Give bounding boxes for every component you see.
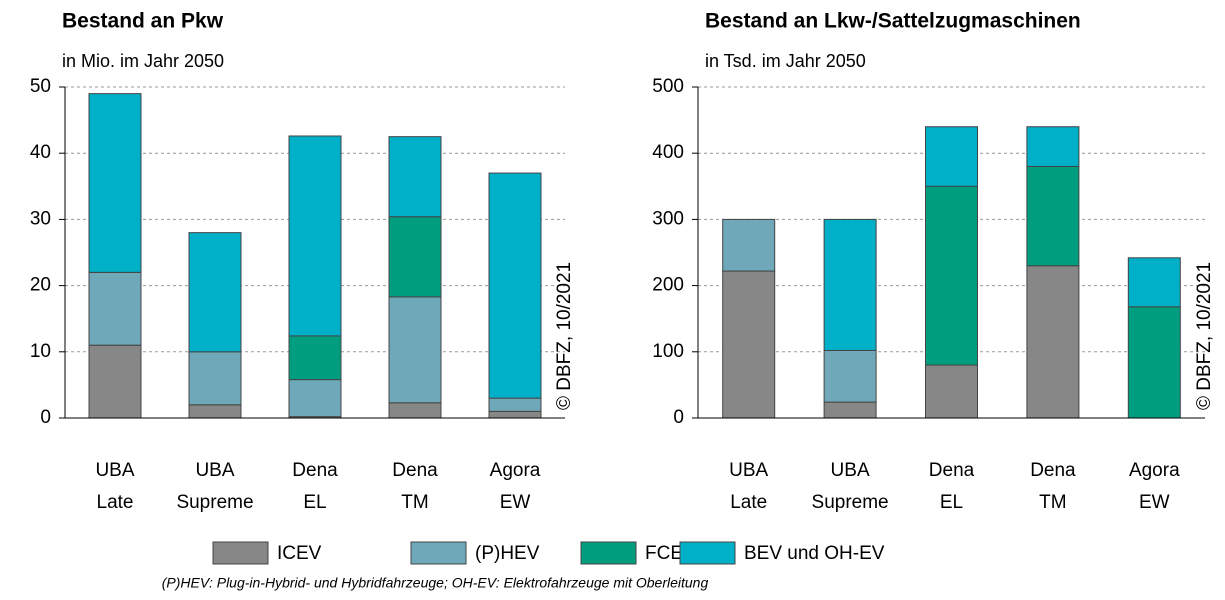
copyright: © DBFZ, 10/2021 bbox=[1194, 262, 1215, 410]
x-tick-label: UBA bbox=[195, 460, 234, 481]
bar-segment bbox=[488, 410, 542, 419]
bar-segment bbox=[388, 216, 442, 298]
x-tick-label: UBA bbox=[729, 460, 768, 481]
y-tick-label: 0 bbox=[673, 407, 684, 428]
x-tick-label: Late bbox=[97, 492, 134, 513]
bar-segment bbox=[1026, 265, 1080, 419]
bar-segment bbox=[288, 135, 342, 337]
y-tick-label: 30 bbox=[30, 208, 51, 229]
x-tick-label: Dena bbox=[292, 460, 338, 481]
copyright: © DBFZ, 10/2021 bbox=[554, 262, 575, 410]
x-tick-label: TM bbox=[1039, 492, 1066, 513]
bar-segment bbox=[925, 185, 978, 366]
x-tick-label: EL bbox=[303, 492, 326, 513]
bar-segment bbox=[722, 218, 776, 272]
legend-swatch bbox=[580, 541, 637, 565]
x-tick-label: UBA bbox=[95, 460, 134, 481]
y-tick-label: 300 bbox=[652, 208, 684, 229]
y-tick-label: 200 bbox=[652, 275, 684, 296]
bar-segment bbox=[1026, 126, 1080, 167]
bar-segment bbox=[823, 349, 877, 403]
y-tick-label: 10 bbox=[30, 341, 51, 362]
bar-segment bbox=[88, 271, 142, 346]
y-tick-label: 100 bbox=[652, 341, 684, 362]
y-tick-label: 40 bbox=[30, 142, 51, 163]
x-tick-label: Supreme bbox=[812, 492, 889, 513]
y-tick-label: 0 bbox=[40, 407, 51, 428]
y-tick-label: 20 bbox=[30, 275, 51, 296]
bar-segment bbox=[288, 379, 342, 418]
x-tick-label: UBA bbox=[831, 460, 870, 481]
x-tick-label: EW bbox=[500, 492, 531, 513]
bar-segment bbox=[1026, 165, 1080, 267]
legend-swatch bbox=[410, 541, 467, 565]
y-tick-label: 500 bbox=[652, 76, 684, 97]
legend-label: ICEV bbox=[277, 543, 322, 564]
chart-title: Bestand an Lkw-/Sattelzugmaschinen bbox=[705, 10, 1081, 33]
bar-segment bbox=[1127, 306, 1181, 419]
bar-segment bbox=[1127, 257, 1181, 308]
x-tick-label: Dena bbox=[1030, 460, 1076, 481]
x-tick-label: EL bbox=[940, 492, 963, 513]
bar-segment bbox=[925, 126, 978, 187]
x-tick-label: Late bbox=[730, 492, 767, 513]
chart-title: Bestand an Pkw bbox=[62, 10, 224, 33]
x-tick-label: Agora bbox=[490, 460, 541, 481]
bar-segment bbox=[88, 344, 142, 419]
x-tick-label: EW bbox=[1139, 492, 1170, 513]
bar-segment bbox=[88, 93, 142, 273]
bar-segment bbox=[388, 296, 442, 404]
bar-segment bbox=[188, 232, 242, 353]
legend-swatch bbox=[212, 541, 269, 565]
chart-subtitle: in Tsd. im Jahr 2050 bbox=[705, 51, 866, 71]
bar-segment bbox=[188, 351, 242, 406]
x-tick-label: TM bbox=[401, 492, 428, 513]
x-tick-label: Supreme bbox=[176, 492, 253, 513]
chart-subtitle: in Mio. im Jahr 2050 bbox=[62, 51, 224, 71]
bar-segment bbox=[188, 404, 242, 419]
bar-segment bbox=[722, 270, 776, 419]
y-tick-label: 50 bbox=[30, 76, 51, 97]
legend-label: BEV und OH-EV bbox=[744, 543, 885, 564]
bar-segment bbox=[388, 402, 442, 419]
x-tick-label: Dena bbox=[392, 460, 438, 481]
bar-segment bbox=[488, 172, 542, 399]
legend-label: (P)HEV bbox=[475, 543, 540, 564]
footnote: (P)HEV: Plug-in-Hybrid- und Hybridfahrze… bbox=[162, 575, 709, 591]
bar-segment bbox=[488, 397, 542, 412]
bar-segment bbox=[823, 218, 877, 351]
bar-segment bbox=[823, 401, 877, 419]
legend-swatch bbox=[679, 541, 736, 565]
bar-segment bbox=[288, 335, 342, 381]
bar-segment bbox=[388, 136, 442, 218]
x-tick-label: Agora bbox=[1129, 460, 1180, 481]
y-tick-label: 400 bbox=[652, 142, 684, 163]
x-tick-label: Dena bbox=[929, 460, 975, 481]
bar-segment bbox=[925, 364, 978, 419]
